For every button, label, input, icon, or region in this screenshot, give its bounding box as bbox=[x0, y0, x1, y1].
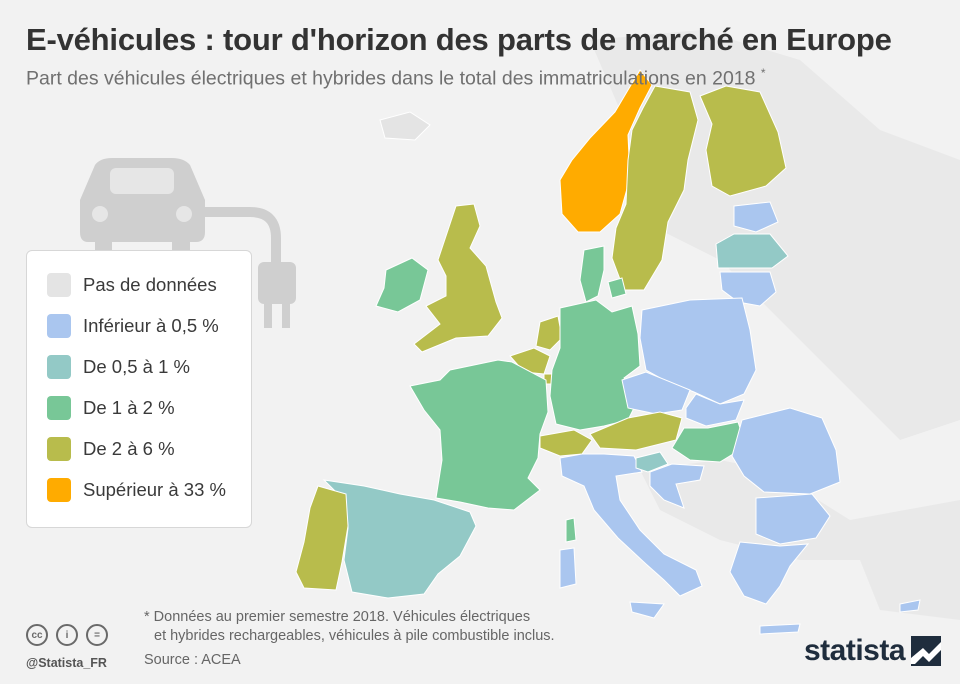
country-danemark-island bbox=[607, 277, 627, 299]
brand-name: statista bbox=[804, 634, 906, 667]
nd-icon[interactable]: = bbox=[86, 624, 108, 646]
footnote-line-2: et hybrides rechargeables, véhicules à p… bbox=[154, 628, 555, 644]
legend-swatch bbox=[47, 478, 71, 502]
country-portugal bbox=[295, 485, 349, 591]
subtitle-text: Part des véhicules électriques et hybrid… bbox=[26, 67, 756, 90]
footnote-line-1: * Données au premier semestre 2018. Véhi… bbox=[144, 609, 531, 625]
legend-label: Supérieur à 33 % bbox=[83, 479, 226, 500]
country-estonie bbox=[733, 201, 779, 233]
country-croatie bbox=[649, 463, 705, 509]
electric-car-plug-icon bbox=[80, 158, 296, 328]
legend-label: De 0,5 à 1 % bbox=[83, 356, 190, 377]
by-icon[interactable]: i bbox=[56, 624, 78, 646]
legend-label: De 2 à 6 % bbox=[83, 438, 175, 459]
country-espagne bbox=[322, 479, 477, 599]
source-text: Source : ACEA bbox=[144, 652, 241, 668]
country-france bbox=[409, 359, 549, 511]
country-irlande bbox=[375, 257, 429, 313]
country-suede bbox=[611, 85, 699, 291]
country-chypre bbox=[899, 599, 921, 613]
country-norvege bbox=[559, 69, 653, 233]
page-subtitle: Part des véhicules électriques et hybrid… bbox=[26, 66, 766, 91]
page-title: E-véhicules : tour d'horizon des parts d… bbox=[26, 22, 892, 57]
country-grece bbox=[729, 541, 810, 605]
legend-label: Inférieur à 0,5 % bbox=[83, 315, 219, 336]
legend-item-0-5-to-1: De 0,5 à 1 % bbox=[47, 355, 190, 379]
country-lettonie bbox=[715, 233, 789, 269]
subtitle-footnote-mark: * bbox=[760, 66, 766, 80]
country-pays-bas bbox=[535, 315, 563, 351]
legend: Pas de données Inférieur à 0,5 % De 0,5 … bbox=[26, 250, 252, 528]
legend-item-2-to-6: De 2 à 6 % bbox=[47, 437, 175, 461]
country-italie-sicile bbox=[629, 601, 665, 619]
footnote: * Données au premier semestre 2018. Véhi… bbox=[144, 608, 555, 646]
social-handle[interactable]: @Statista_FR bbox=[26, 656, 107, 670]
country-allemagne bbox=[549, 299, 641, 431]
legend-swatch bbox=[47, 355, 71, 379]
country-roumanie bbox=[731, 407, 841, 495]
country-islande bbox=[379, 111, 431, 141]
legend-swatch bbox=[47, 314, 71, 338]
legend-label: De 1 à 2 % bbox=[83, 397, 175, 418]
country-finlande bbox=[699, 85, 787, 197]
legend-label: Pas de données bbox=[83, 274, 217, 295]
country-italie-sardaigne bbox=[559, 547, 577, 589]
country-slovaquie bbox=[685, 393, 745, 427]
country-grece-crete bbox=[759, 623, 801, 635]
country-bulgarie bbox=[755, 493, 831, 545]
country-slovenie bbox=[635, 451, 669, 473]
cc-icon[interactable]: cc bbox=[26, 624, 48, 646]
legend-swatch bbox=[47, 437, 71, 461]
countries bbox=[295, 69, 921, 635]
legend-item-1-to-2: De 1 à 2 % bbox=[47, 396, 175, 420]
country-pologne bbox=[639, 297, 757, 405]
country-danemark bbox=[579, 245, 605, 303]
country-royaume-uni bbox=[413, 203, 503, 353]
country-autriche bbox=[589, 411, 683, 451]
legend-item-above-33: Supérieur à 33 % bbox=[47, 478, 226, 502]
country-italie bbox=[559, 453, 703, 597]
legend-swatch bbox=[47, 396, 71, 420]
country-france-corse bbox=[565, 517, 577, 543]
statista-mark-icon bbox=[911, 636, 942, 666]
legend-item-below-0-5: Inférieur à 0,5 % bbox=[47, 314, 219, 338]
country-suisse bbox=[539, 429, 593, 457]
legend-swatch bbox=[47, 273, 71, 297]
country-rep-tcheque bbox=[621, 371, 691, 415]
country-lituanie bbox=[719, 271, 777, 307]
statista-logo[interactable]: statista bbox=[804, 634, 942, 668]
license-icons: cc i = bbox=[26, 624, 116, 646]
legend-item-no-data: Pas de données bbox=[47, 273, 217, 297]
